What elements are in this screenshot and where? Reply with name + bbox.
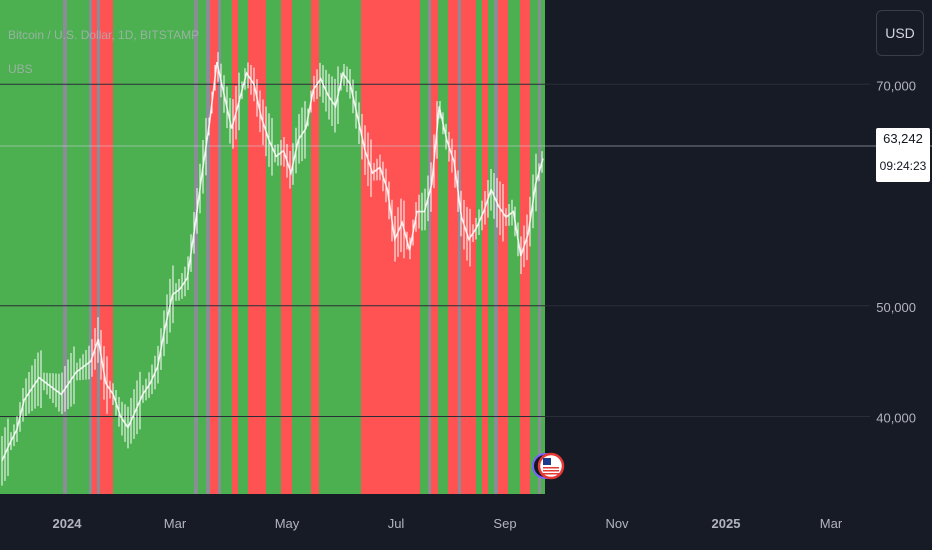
x-tick-label: Mar — [164, 516, 187, 531]
symbol-title[interactable]: Bitcoin / U.S. Dollar, 1D, BITSTAMP — [8, 28, 200, 42]
zone-red — [520, 0, 530, 494]
axes: 70,000 50,000 40,000 2024 Mar May Jul Sep Nov 202… — [53, 78, 916, 531]
zone-gray — [428, 0, 431, 494]
zone-gray — [97, 0, 100, 494]
y-tick-label: 50,000 — [876, 300, 916, 315]
x-tick-label: Mar — [820, 516, 843, 531]
zone-green — [0, 0, 63, 494]
zone-red — [498, 0, 508, 494]
y-tick-label: 40,000 — [876, 410, 916, 425]
price-series — [1, 52, 544, 486]
x-tick-label: May — [275, 516, 300, 531]
x-tick-label: Sep — [493, 516, 516, 531]
zone-green — [67, 0, 89, 494]
event-markers[interactable] — [532, 452, 565, 480]
indicator-label[interactable]: UBS — [8, 62, 33, 76]
zone-red — [232, 0, 238, 494]
y-tick-label: 70,000 — [876, 78, 916, 93]
x-tick-label: Jul — [388, 516, 405, 531]
zone-gray — [538, 0, 541, 494]
us-flag-icon — [537, 452, 565, 480]
zone-green — [541, 0, 545, 494]
zone-green — [530, 0, 538, 494]
zone-gray — [458, 0, 461, 494]
zone-red — [448, 0, 458, 494]
zone-gray — [89, 0, 92, 494]
zone-green — [292, 0, 311, 494]
zone-red — [281, 0, 292, 494]
zone-red — [311, 0, 319, 494]
zone-gray — [494, 0, 498, 494]
zone-red — [100, 0, 113, 494]
zone-red — [248, 0, 266, 494]
zone-green — [266, 0, 281, 494]
zone-green — [476, 0, 482, 494]
countdown-label: 09:24:23 — [876, 150, 930, 182]
zone-green — [488, 0, 494, 494]
zone-red — [92, 0, 97, 494]
zone-green — [238, 0, 248, 494]
zone-gray — [63, 0, 67, 494]
zone-green — [420, 0, 428, 494]
x-tick-label: 2024 — [53, 516, 83, 531]
zone-red — [461, 0, 476, 494]
zone-green — [198, 0, 206, 494]
zone-red — [482, 0, 488, 494]
indicator-zones — [0, 0, 545, 494]
zone-red — [431, 0, 438, 494]
zone-red — [210, 0, 218, 494]
grid-lines — [0, 83, 932, 417]
zone-gray — [194, 0, 198, 494]
zone-green — [319, 0, 361, 494]
zone-gray — [218, 0, 221, 494]
zone-green — [438, 0, 448, 494]
x-tick-label: 2025 — [712, 516, 741, 531]
zone-gray — [206, 0, 210, 494]
currency-button[interactable]: USD — [876, 10, 924, 56]
zone-red — [361, 0, 420, 494]
last-price-label: 63,242 — [876, 128, 930, 150]
zone-green — [508, 0, 520, 494]
zone-green — [113, 0, 194, 494]
zone-green — [221, 0, 232, 494]
x-tick-label: Nov — [605, 516, 629, 531]
